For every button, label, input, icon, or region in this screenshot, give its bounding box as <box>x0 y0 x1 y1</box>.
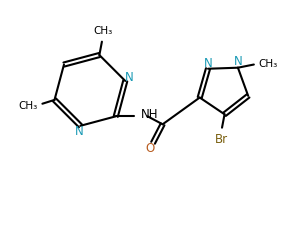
Text: N: N <box>125 71 133 84</box>
Text: CH₃: CH₃ <box>93 26 112 36</box>
Text: NH: NH <box>141 108 159 121</box>
Text: O: O <box>145 142 154 155</box>
Text: N: N <box>204 56 213 70</box>
Text: Br: Br <box>215 133 228 146</box>
Text: N: N <box>74 125 83 138</box>
Text: N: N <box>234 55 243 68</box>
Text: CH₃: CH₃ <box>19 101 38 111</box>
Text: CH₃: CH₃ <box>259 59 278 69</box>
